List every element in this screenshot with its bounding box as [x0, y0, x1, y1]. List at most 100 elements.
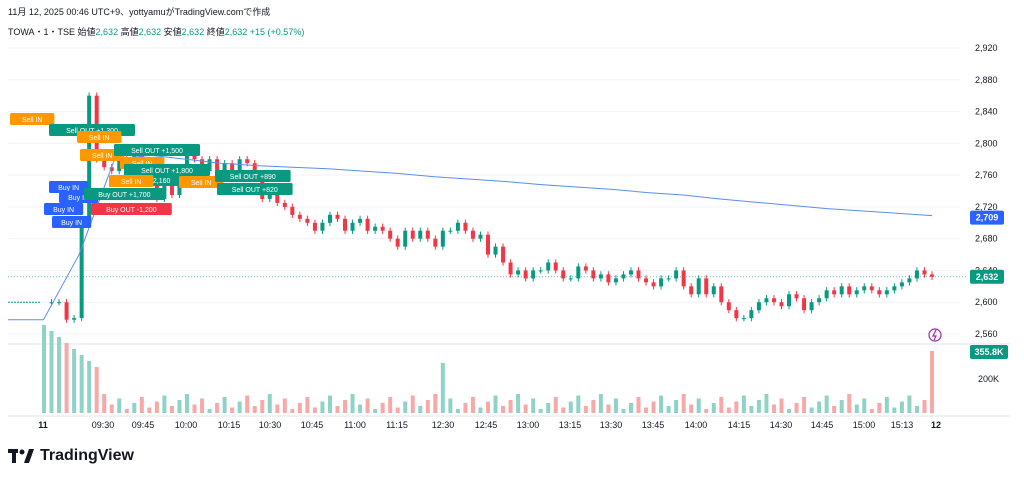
candle-body	[734, 310, 739, 319]
candle-body	[275, 191, 280, 203]
annotation-label: Buy IN	[68, 195, 89, 202]
volume-bar	[817, 401, 822, 413]
candle-body	[57, 302, 62, 304]
tradingview-logo[interactable]: TradingView	[8, 446, 134, 466]
volume-bar	[832, 406, 837, 413]
volume-bar	[192, 404, 197, 413]
volume-badge-bg	[970, 345, 1008, 359]
symbol-legend: TOWA・1・TSE 始値2,632 高値2,632 安値2,632 終値2,6…	[8, 25, 304, 38]
candle-body	[222, 163, 227, 176]
vwap-badge-bg	[970, 210, 1004, 225]
volume-bar	[252, 406, 257, 413]
volume-bar	[659, 395, 664, 413]
annotation-label: Buy IN	[53, 207, 74, 214]
time-tick: 13:30	[600, 420, 623, 430]
volume-bar	[470, 397, 475, 413]
volume-bar	[824, 395, 829, 413]
price-tick: 2,600	[975, 297, 998, 307]
volume-bar	[64, 343, 69, 413]
volume-bar	[463, 403, 468, 413]
volume-bar	[312, 407, 317, 413]
annotation-label-bg	[114, 144, 200, 156]
price-tick: 2,560	[975, 329, 998, 339]
annotation-label-bg	[77, 131, 122, 143]
time-tick: 12:30	[432, 420, 455, 430]
candle-body	[824, 290, 829, 299]
price-tick: 2,920	[975, 43, 998, 53]
time-tick: 11:15	[386, 420, 408, 430]
volume-bar	[583, 406, 588, 413]
annotation-label: Buy IN	[58, 185, 79, 192]
candle-body	[245, 159, 250, 164]
volume-bar	[598, 394, 603, 413]
volume-bar	[930, 351, 934, 413]
low-label: 安値	[163, 27, 182, 37]
volume-bar	[154, 401, 159, 413]
annotation-label-bg	[217, 183, 293, 195]
candle-body	[433, 238, 438, 247]
volume-bar	[719, 397, 724, 413]
time-tick: 12	[931, 420, 941, 430]
candle-body	[486, 234, 490, 255]
volume-bar	[245, 395, 250, 413]
candle-body	[531, 270, 536, 279]
price-axis: 2,9202,8802,8402,8002,7602,7202,6802,640…	[928, 43, 1004, 342]
annotation-label: Buy OUT -1,200	[106, 207, 157, 214]
candle-body	[839, 286, 844, 295]
time-tick: 09:45	[132, 420, 155, 430]
volume-bar	[847, 394, 852, 413]
volume-bar	[644, 407, 649, 413]
volume-bar	[42, 325, 46, 413]
volume-bar	[440, 363, 445, 413]
time-tick: 11:00	[344, 420, 366, 430]
chart-caption: 11月 12, 2025 00:46 UTC+9、yottyamuがTradin…	[8, 7, 271, 17]
time-tick: 14:15	[728, 420, 751, 430]
time-tick: 09:30	[92, 420, 115, 430]
time-tick: 13:15	[559, 420, 582, 430]
volume-bar	[779, 398, 784, 413]
candle-body	[403, 230, 408, 247]
volume-bar	[591, 400, 596, 413]
candle-body	[802, 298, 807, 311]
time-tick: 10:15	[218, 420, 241, 430]
volume-bar	[704, 409, 709, 413]
annotation-label: Sell OUT +1,500	[131, 148, 183, 155]
volume-bar	[914, 406, 919, 413]
symbol-name[interactable]: TOWA・1・TSE	[8, 27, 76, 37]
candle-body	[869, 286, 874, 291]
candle-body	[726, 302, 731, 311]
volume-bar	[177, 400, 182, 413]
volume-bar	[343, 400, 348, 413]
volume-bar	[448, 398, 453, 413]
time-axis: 11 09:30 09:45 10:00 10:15 10:30 10:45 11:00 11:…	[38, 420, 941, 430]
volume-bar	[884, 397, 889, 413]
volume-bar	[403, 401, 408, 413]
annotation-label: Sell IN	[92, 153, 113, 160]
candle-body	[463, 222, 468, 231]
candle-body	[854, 290, 859, 295]
volume-bar	[380, 403, 385, 413]
volume-bar	[486, 401, 490, 413]
candle-body	[576, 266, 581, 279]
annotation-label-bg	[44, 203, 84, 215]
high-value: 2,632	[138, 27, 162, 37]
volume-tick: 200K	[978, 374, 999, 384]
volume-bar	[907, 395, 912, 413]
volume-bar	[741, 395, 746, 413]
annotation-label: Sell IN	[121, 179, 142, 186]
volume-bar	[57, 337, 62, 413]
annotation-label: Sell OUT +820	[232, 187, 278, 194]
volume-bar	[215, 403, 220, 413]
candle-body	[546, 262, 551, 271]
volume-bar	[147, 407, 152, 413]
candle-body	[741, 318, 746, 320]
time-tick: 13:00	[517, 420, 540, 430]
volume-bar	[621, 409, 626, 413]
volume-bar	[365, 398, 370, 413]
volume-bar	[899, 401, 904, 413]
alert-icon	[928, 328, 942, 342]
candle-body	[455, 222, 460, 231]
volume-bar	[508, 400, 513, 413]
